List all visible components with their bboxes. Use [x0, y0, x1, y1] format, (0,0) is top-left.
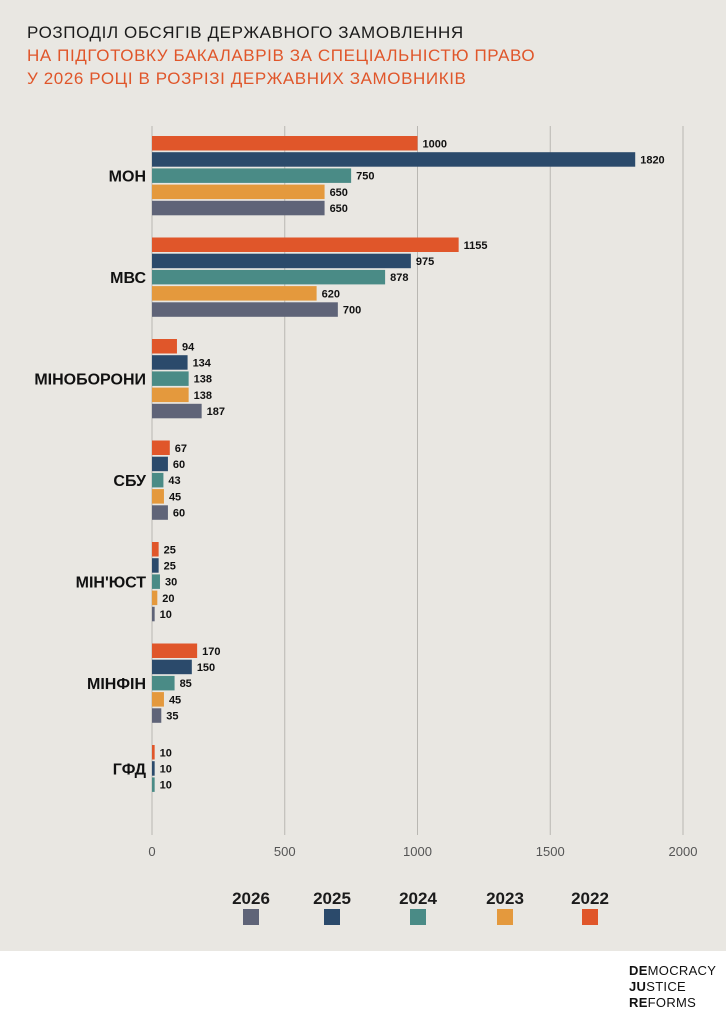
- value-label: 700: [343, 305, 361, 317]
- bar-minoborony-2022: [152, 339, 177, 354]
- bar-minfin-2023: [152, 692, 164, 707]
- bar-gfd-2024: [152, 777, 155, 792]
- x-tick-label: 1000: [403, 844, 432, 859]
- value-label: 67: [175, 443, 187, 455]
- value-label: 25: [164, 544, 176, 556]
- value-label: 35: [166, 711, 178, 723]
- legend-swatch-2026: [243, 909, 259, 925]
- bar-minfin-2025: [152, 659, 192, 675]
- value-label: 10: [160, 747, 172, 759]
- bar-minjust-2022: [152, 542, 159, 557]
- value-label: 25: [164, 560, 176, 572]
- category-label-minjust: МІН'ЮСТ: [76, 575, 147, 592]
- x-tick-label: 1500: [536, 844, 565, 859]
- bar-minoborony-2026: [152, 403, 202, 419]
- value-label: 45: [169, 694, 181, 706]
- bar-sbu-2025: [152, 456, 168, 472]
- value-label: 30: [165, 577, 177, 589]
- value-label: 150: [197, 662, 215, 674]
- legend-swatch-2024: [410, 909, 426, 925]
- value-label: 187: [207, 406, 225, 418]
- legend-label-2022: 2022: [571, 889, 609, 908]
- bar-mvs-2026: [152, 302, 338, 317]
- bar-minfin-2022: [152, 643, 198, 658]
- value-label: 10: [160, 609, 172, 621]
- category-label-minfin: МІНФІН: [87, 676, 146, 693]
- bar-mon-2023: [152, 184, 325, 200]
- bar-gfd-2025: [152, 761, 155, 776]
- value-label: 10: [160, 780, 172, 792]
- bar-sbu-2023: [152, 489, 164, 504]
- djr-logo: DEMOCRACY JUSTICE REFORMS: [629, 963, 716, 1011]
- value-label: 20: [162, 593, 174, 605]
- legend-label-2024: 2024: [399, 889, 437, 908]
- category-label-mon: МОН: [109, 169, 146, 186]
- value-label: 878: [390, 272, 408, 284]
- bar-minjust-2023: [152, 590, 158, 606]
- value-label: 94: [182, 341, 195, 353]
- bar-gfd-2022: [152, 745, 155, 760]
- bar-sbu-2026: [152, 505, 168, 520]
- category-label-gfd: ГФД: [113, 761, 147, 778]
- value-label: 138: [194, 390, 212, 402]
- value-label: 10: [160, 763, 172, 775]
- value-label: 60: [173, 459, 185, 471]
- bar-mvs-2023: [152, 286, 317, 301]
- value-label: 1000: [423, 138, 447, 150]
- bar-minjust-2025: [152, 558, 159, 573]
- category-label-sbu: СБУ: [113, 473, 147, 490]
- bar-minfin-2026: [152, 708, 162, 723]
- value-label: 60: [173, 508, 185, 520]
- legend-swatch-2025: [324, 909, 340, 925]
- value-label: 1820: [640, 154, 664, 166]
- value-label: 85: [180, 678, 192, 690]
- value-label: 43: [168, 475, 180, 487]
- logo-line-1: DEMOCRACY: [629, 963, 717, 978]
- bar-sbu-2024: [152, 472, 164, 488]
- category-label-mvs: МВС: [110, 270, 146, 287]
- bar-mvs-2025: [152, 253, 411, 269]
- bar-mvs-2024: [152, 269, 386, 285]
- bar-minoborony-2025: [152, 355, 188, 370]
- bar-minoborony-2023: [152, 387, 189, 403]
- chart-title-line-2: НА ПІДГОТОВКУ БАКАЛАВРІВ ЗА СПЕЦІАЛЬНІСТ…: [27, 46, 536, 65]
- value-label: 975: [416, 256, 434, 268]
- legend-swatch-2022: [582, 909, 598, 925]
- value-label: 1155: [464, 240, 488, 252]
- chart-title: РОЗПОДІЛ ОБСЯГІВ ДЕРЖАВНОГО ЗАМОВЛЕННЯ: [27, 23, 464, 42]
- category-label-minoborony: МІНОБОРОНИ: [34, 372, 146, 389]
- bar-minfin-2024: [152, 675, 175, 691]
- bar-minoborony-2024: [152, 371, 189, 386]
- bar-chart: 0 500 1000 1500 2000 1000 1820 750 650 650 МОН 1155…: [34, 126, 698, 925]
- bar-mon-2025: [152, 152, 636, 167]
- value-label: 620: [322, 288, 340, 300]
- value-label: 650: [330, 187, 348, 199]
- value-label: 750: [356, 171, 374, 183]
- legend-swatch-2023: [497, 909, 513, 925]
- bar-minjust-2024: [152, 574, 160, 589]
- x-tick-label: 0: [148, 844, 155, 859]
- logo-line-3: REFORMS: [629, 995, 697, 1010]
- bar-mvs-2022: [152, 237, 459, 252]
- value-label: 45: [169, 491, 181, 503]
- logo-line-2: JUSTICE: [629, 979, 687, 994]
- value-label: 170: [202, 646, 220, 658]
- value-label: 138: [194, 374, 212, 386]
- legend-label-2025: 2025: [313, 889, 351, 908]
- legend-label-2023: 2023: [486, 889, 524, 908]
- chart-title-line-3: У 2026 РОЦІ В РОЗРІЗІ ДЕРЖАВНИХ ЗАМОВНИК…: [27, 69, 467, 88]
- value-label: 134: [193, 357, 212, 369]
- bar-mon-2022: [152, 136, 418, 151]
- value-label: 650: [330, 203, 348, 215]
- legend-label-2026: 2026: [232, 889, 270, 908]
- bar-minjust-2026: [152, 606, 155, 622]
- bar-mon-2024: [152, 168, 352, 183]
- x-tick-label: 500: [274, 844, 296, 859]
- x-tick-label: 2000: [669, 844, 698, 859]
- bar-mon-2026: [152, 200, 325, 216]
- bar-sbu-2022: [152, 440, 170, 455]
